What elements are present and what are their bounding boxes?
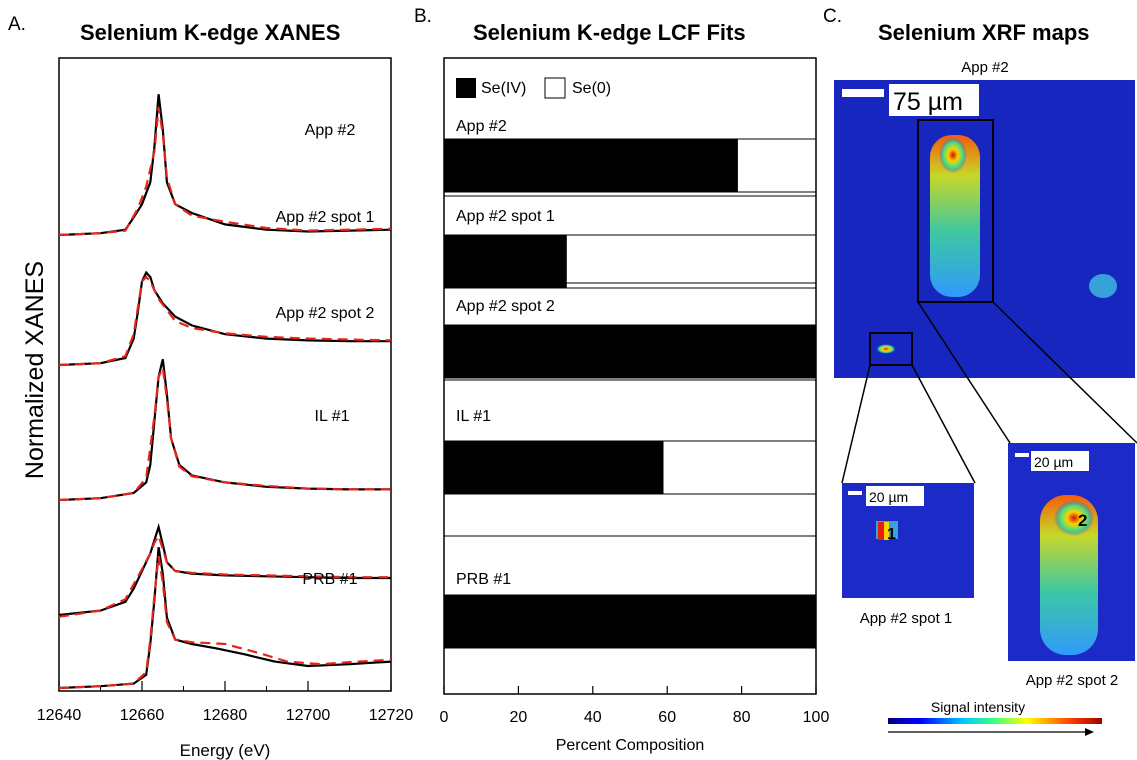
xrf-inset-spot1-hot: [878, 522, 888, 540]
xrf-inset-spot2-scale-bar: [1015, 453, 1029, 457]
xrf-inset-spot2-scale-text: 20 µm: [1034, 454, 1073, 470]
lcf-category-label: IL #1: [456, 408, 491, 425]
lcf-bar-outline: [443, 234, 817, 289]
panel-c-letter: C.: [823, 6, 842, 27]
lcf-xlabel: Percent Composition: [556, 737, 705, 754]
lcf-x-tick-label: 0: [440, 709, 449, 726]
xrf-inset-spot1-scale-bar: [848, 491, 862, 495]
connector-line: [917, 301, 1011, 444]
xrf-inset-spot1-scale-box: [866, 486, 924, 506]
xrf-spot2-marker: 2: [1078, 511, 1087, 530]
xanes-fit-line: [58, 533, 391, 618]
lcf-category-label: PRB #1: [456, 571, 511, 588]
panel-a-title: Selenium K-edge XANES: [80, 20, 341, 45]
lcf-bar-outline: [443, 324, 817, 379]
xrf-zoom-box-spot2: [917, 119, 994, 303]
xrf-spot2-caption: App #2 spot 2: [1026, 672, 1119, 689]
legend-swatch-se-0: [544, 77, 566, 99]
lcf-category-label: App #2 spot 1: [456, 208, 555, 225]
xrf-main-label: App #2: [961, 59, 1009, 76]
xanes-series-label: IL #1: [315, 408, 350, 425]
xrf-main-hotspot-streak: [930, 135, 980, 297]
colorbar: [888, 718, 1102, 724]
legend-label-se-iv: Se(IV): [481, 80, 526, 97]
xanes-ylabel: Normalized XANES: [21, 261, 49, 479]
xrf-main-hotspot-core: [939, 137, 967, 173]
lcf-bar-se-iv: [444, 325, 816, 378]
xrf-inset-spot2-core: [1054, 500, 1094, 536]
xanes-x-tick-label: 12660: [120, 707, 165, 724]
xrf-main-map: [834, 80, 1135, 378]
xanes-series-label: App #2 spot 1: [276, 209, 375, 226]
xrf-zoom-box-spot1: [869, 332, 913, 366]
lcf-x-tick-label: 100: [803, 709, 830, 726]
panel-b-title: Selenium K-edge LCF Fits: [473, 20, 746, 45]
xrf-inset-spot1-warm: [884, 522, 889, 540]
lcf-chart: App #2 App #2 spot 1 App #2 spot 2 IL #1 PRB…: [440, 57, 830, 754]
xrf-spot1-marker: 1: [887, 526, 896, 543]
xanes-fit-line: [58, 275, 392, 367]
xanes-chart: 12640 12660 12680 12700 12720 App #2 App #2 s…: [21, 57, 414, 760]
xanes-fit-line: [58, 364, 391, 502]
connector-line: [911, 364, 976, 484]
xrf-main-scale-box: [889, 84, 979, 116]
xanes-data-line: [58, 522, 391, 617]
xanes-data-line: [58, 547, 392, 690]
colorbar-arrow-head: [1085, 728, 1094, 736]
xanes-x-tick-label: 12640: [37, 707, 82, 724]
xanes-x-tick-label: 12700: [286, 707, 331, 724]
xrf-main-scale-text: 75 µm: [893, 88, 963, 116]
legend-label-se-0: Se(0): [572, 80, 611, 97]
xanes-xlabel: Energy (eV): [180, 741, 271, 760]
xrf-main-scale-bar: [842, 89, 884, 97]
lcf-bar-outline: [443, 440, 817, 495]
xrf-spot1-caption: App #2 spot 1: [860, 610, 953, 627]
xrf-main-spot1-hot: [876, 344, 896, 354]
xrf-main-spot-right: [1089, 274, 1117, 298]
panel-b-letter: B.: [414, 6, 432, 27]
xrf-inset-spot2-scale-box: [1031, 451, 1089, 471]
lcf-x-tick-label: 60: [658, 709, 676, 726]
xanes-series-label: PRB #1: [302, 571, 357, 588]
xanes-series-label: App #2: [305, 122, 356, 139]
lcf-bar-se-iv: [444, 139, 738, 192]
lcf-bar-se-iv: [444, 441, 664, 494]
panel-c-title: Selenium XRF maps: [878, 20, 1090, 45]
lcf-category-label: App #2: [456, 118, 507, 135]
xrf-inset-spot2-streak: [1040, 495, 1098, 655]
lcf-bar-se-iv: [444, 235, 567, 288]
lcf-x-tick-label: 80: [733, 709, 751, 726]
lcf-bar-se-iv: [444, 595, 816, 648]
connector-line: [992, 301, 1137, 444]
lcf-x-tick-label: 20: [510, 709, 528, 726]
xanes-fit-line: [58, 555, 392, 690]
xrf-inset-spot1-scale-text: 20 µm: [869, 489, 908, 505]
lcf-x-tick-label: 40: [584, 709, 602, 726]
lcf-bar-outline: [443, 138, 817, 193]
xanes-fit-line: [58, 107, 392, 237]
lcf-bar-outline: [443, 594, 817, 649]
connector-line: [841, 364, 871, 484]
legend-swatch-se-iv: [456, 78, 476, 98]
xanes-series-label: App #2 spot 2: [276, 305, 375, 322]
xanes-x-tick-label: 12720: [369, 707, 414, 724]
panel-a-letter: A.: [8, 14, 26, 35]
lcf-category-label: App #2 spot 2: [456, 298, 555, 315]
xanes-data-line: [58, 94, 392, 237]
xanes-x-tick-label: 12680: [203, 707, 248, 724]
colorbar-label: Signal intensity: [931, 699, 1025, 715]
